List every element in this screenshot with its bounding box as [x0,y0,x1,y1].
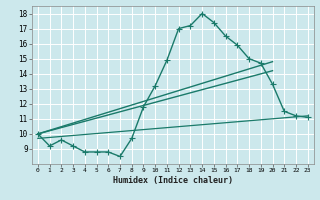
X-axis label: Humidex (Indice chaleur): Humidex (Indice chaleur) [113,176,233,185]
